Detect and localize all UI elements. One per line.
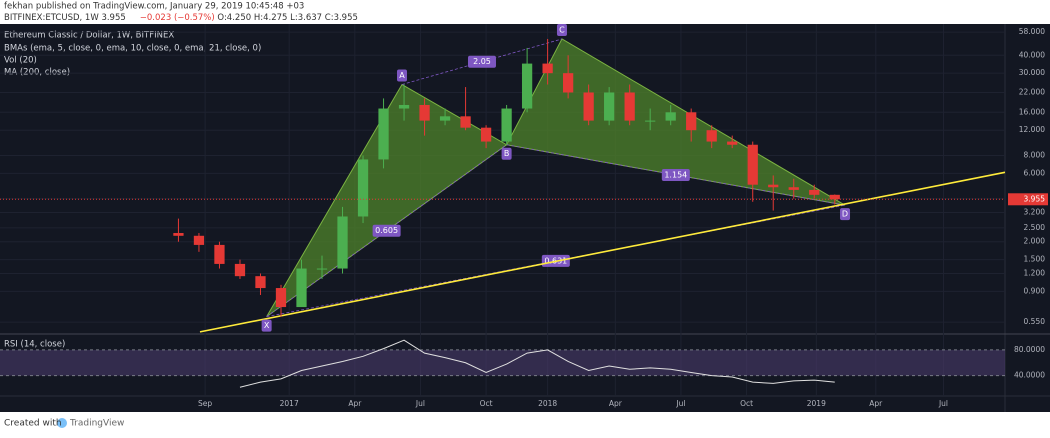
x-tick-label: Jul (415, 399, 425, 408)
candle-body (193, 235, 205, 245)
change: −0.023 (−0.57%) (140, 13, 215, 23)
candle-body (378, 108, 389, 160)
ratio-box (467, 55, 496, 68)
candle-body (583, 92, 594, 121)
candle-body (214, 244, 225, 264)
x-tick-label: Apr (348, 399, 362, 408)
point-label: B (504, 149, 510, 158)
y-tick-label: 80.0000 (1014, 345, 1045, 354)
candle-body (275, 288, 287, 308)
candle-body (829, 194, 840, 200)
footer-prefix: Created with (4, 419, 62, 429)
candle-body (357, 159, 369, 217)
candle-body (419, 104, 430, 121)
candle-body (809, 189, 820, 195)
point-box (556, 23, 567, 36)
point-label: A (399, 71, 405, 80)
candle-body (747, 144, 758, 185)
ratio-label: 2.05 (473, 57, 491, 66)
ratio-label: 0.605 (375, 226, 398, 235)
candle-body (645, 120, 656, 122)
candle-body (521, 63, 533, 109)
point-box (261, 319, 272, 332)
x-tick-label: Apr (869, 399, 883, 408)
candle-body (439, 116, 451, 121)
rsi-band (0, 349, 1005, 376)
candle-body (173, 233, 184, 236)
candle-body (460, 116, 471, 128)
rsi-title: RSI (14, close) (4, 340, 65, 350)
candle-body (768, 184, 779, 188)
candle-body (542, 63, 553, 74)
x-tick-label: Oct (480, 399, 493, 408)
candle-body (665, 112, 676, 121)
candle-body (686, 112, 697, 131)
point-label: C (559, 25, 565, 34)
x-tick-label: Jul (675, 399, 685, 408)
x-tick-label: 2019 (807, 399, 826, 408)
footer-brand[interactable]: TradingView (69, 419, 124, 429)
x-tick-label: 2017 (280, 399, 299, 408)
y-tick-label: 1.500 (1024, 255, 1046, 264)
x-tick-label: Sep (198, 399, 212, 408)
candle-body (624, 92, 635, 121)
last-price-tag (1008, 193, 1048, 206)
y-tick-label: 40.0000 (1014, 371, 1045, 380)
last-price-label: 3.955 (1024, 194, 1046, 203)
y-tick-label: 0.550 (1024, 317, 1046, 326)
indicator-label: MA (200, close) (4, 68, 70, 78)
candle-body (727, 141, 738, 145)
ratio-box (372, 224, 401, 237)
symbol-line: BITFINEX:ETCUSD, 1W 3.955 −0.023 (−0.57%)… (4, 13, 358, 23)
x-tick-label: Jul (938, 399, 948, 408)
candle-body (563, 73, 574, 93)
ratio-box (661, 168, 690, 181)
y-tick-label: 30.000 (1019, 68, 1045, 77)
rsi-line (239, 339, 835, 388)
candle-body (316, 268, 328, 270)
point-box (501, 147, 512, 160)
candle-body (255, 276, 266, 289)
series-title: Ethereum Classic / Dollar, 1W, BITFINEX (4, 31, 174, 41)
candle-body (706, 130, 717, 142)
candle-body (337, 216, 348, 269)
y-tick-label: 2.000 (1024, 237, 1046, 246)
ratio-line (401, 38, 563, 85)
point-label: D (842, 210, 848, 219)
y-tick-label: 58.000 (1019, 27, 1045, 36)
y-tick-label: 40.000 (1019, 50, 1045, 59)
candle-body (234, 263, 246, 277)
publish-info: fekhan published on TradingView.com, Jan… (4, 2, 304, 12)
y-tick-label: 3.200 (1024, 207, 1046, 216)
symbol: BITFINEX:ETCUSD, 1W (4, 13, 99, 23)
candle-body (604, 92, 615, 121)
indicator-label: BMAs (ema, 5, close, 0, ema, 10, close, … (4, 44, 261, 54)
x-tick-label: Oct (740, 399, 753, 408)
y-tick-label: 16.000 (1019, 107, 1045, 116)
y-tick-label: 8.000 (1024, 150, 1046, 159)
y-tick-label: 12.000 (1019, 125, 1045, 134)
logo (57, 418, 67, 428)
candle-body (480, 127, 492, 142)
ohlc: O:4.250 H:4.275 L:3.637 C:3.955 (217, 13, 358, 23)
point-label: X (264, 321, 270, 330)
x-tick-label: 2018 (538, 399, 557, 408)
candle-body (398, 104, 410, 109)
y-tick-label: 6.000 (1024, 168, 1046, 177)
point-box (840, 208, 851, 221)
y-tick-label: 2.500 (1024, 223, 1046, 232)
ratio-label: 1.154 (664, 170, 687, 179)
indicator-label: Vol (20) (4, 56, 37, 66)
candle-body (296, 268, 307, 308)
y-tick-label: 22.000 (1019, 87, 1045, 96)
candle-body (788, 187, 799, 190)
y-tick-label: 0.900 (1024, 286, 1046, 295)
last-price: 3.955 (101, 13, 125, 23)
y-tick-label: 1.200 (1024, 269, 1046, 278)
candle-body (501, 108, 512, 142)
x-tick-label: Apr (609, 399, 623, 408)
point-box (397, 69, 407, 82)
